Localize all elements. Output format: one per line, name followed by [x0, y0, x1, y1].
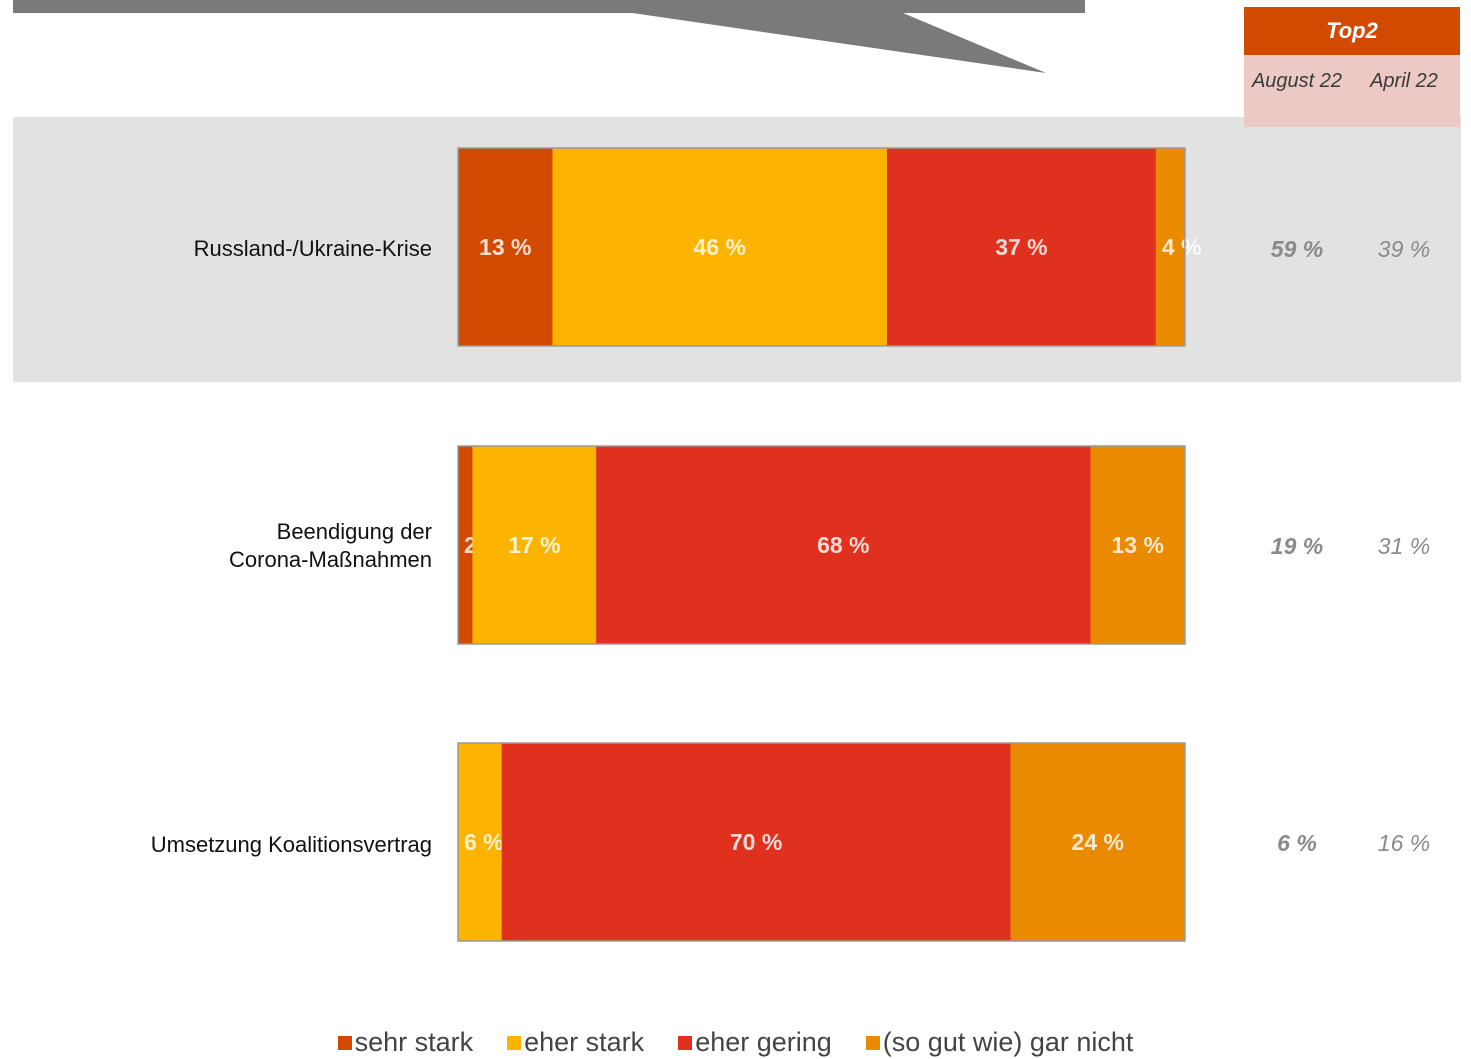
top2-august-russland: 59 %	[1270, 236, 1324, 262]
top2-header: Top2	[1244, 7, 1460, 55]
bar-frame-row2	[457, 445, 1186, 645]
data-label-gar-nicht-row1: 4 %	[1162, 234, 1202, 260]
top2-august-koalition: 6 %	[1277, 830, 1317, 856]
top2-april-koalition: 16 %	[1377, 830, 1431, 856]
bar-segment-gar-nicht-row1	[1155, 148, 1185, 346]
legend: sehr stark eher stark eher gering (so gu…	[0, 1026, 1471, 1059]
legend-item-eher-stark: eher stark	[507, 1026, 644, 1059]
top2-april-russland: 39 %	[1377, 236, 1431, 262]
legend-swatch-eher-gering	[678, 1035, 693, 1050]
bar-frame-row3	[457, 742, 1186, 942]
data-label-eher-gering-row2: 68 %	[817, 532, 869, 558]
data-label-eher-stark-row3: 6 %	[464, 829, 504, 855]
data-label-gar-nicht-row2: 13 %	[1112, 532, 1164, 558]
bar-segment-sehr-stark-row1	[458, 148, 553, 346]
bar-segment-eher-gering-row1	[886, 148, 1156, 346]
bar-segment-eher-gering-row3	[501, 743, 1011, 941]
legend-item-gar-nicht: (so gut wie) gar nicht	[865, 1026, 1134, 1059]
legend-swatch-gar-nicht	[865, 1035, 880, 1050]
bar-segment-eher-gering-row2	[596, 446, 1091, 644]
row-label-russland-ukraine: Russland-/Ukraine-Krise	[193, 236, 432, 261]
bar-segment-eher-stark-row2	[472, 446, 597, 644]
stacked-bar-chart: 13 %46 %37 %4 %2 %17 %68 %13 %6 %70 %24 …	[457, 147, 1202, 942]
row-label-koalitionsvertrag: Umsetzung Koalitionsvertrag	[150, 832, 432, 857]
bar-segment-gar-nicht-row2	[1090, 446, 1185, 644]
column-head-august-22: August 22	[1251, 70, 1343, 92]
bar-segment-eher-stark-row3	[458, 743, 502, 941]
top2-column-headers	[1244, 55, 1460, 127]
legend-label-eher-stark: eher stark	[524, 1027, 645, 1057]
data-label-eher-gering-row3: 70 %	[730, 829, 782, 855]
bar-segment-gar-nicht-row3	[1010, 743, 1185, 941]
legend-label-eher-gering: eher gering	[695, 1027, 832, 1057]
data-label-sehr-stark-row1: 13 %	[479, 234, 531, 260]
data-label-gar-nicht-row3: 24 %	[1072, 829, 1124, 855]
legend-label-sehr-stark: sehr stark	[354, 1027, 474, 1057]
data-label-eher-stark-row1: 46 %	[694, 234, 746, 260]
bar-segment-sehr-stark-row2	[458, 446, 473, 644]
data-label-eher-stark-row2: 17 %	[508, 532, 560, 558]
legend-item-eher-gering: eher gering	[678, 1026, 832, 1059]
column-head-april-22: April 22	[1370, 70, 1438, 92]
legend-swatch-sehr-stark	[337, 1035, 352, 1050]
bar-frame-row1	[457, 147, 1186, 347]
legend-swatch-eher-stark	[507, 1035, 522, 1050]
top2-august-corona: 19 %	[1270, 533, 1324, 559]
callout-shape	[13, 0, 1085, 73]
top2-april-corona: 31 %	[1377, 533, 1431, 559]
legend-item-sehr-stark: sehr stark	[337, 1026, 474, 1059]
row-label-corona: Beendigung der Corona-Maßnahmen	[229, 519, 432, 572]
data-label-eher-gering-row1: 37 %	[995, 234, 1047, 260]
bar-segment-eher-stark-row1	[552, 148, 887, 346]
legend-label-gar-nicht: (so gut wie) gar nicht	[882, 1027, 1134, 1057]
